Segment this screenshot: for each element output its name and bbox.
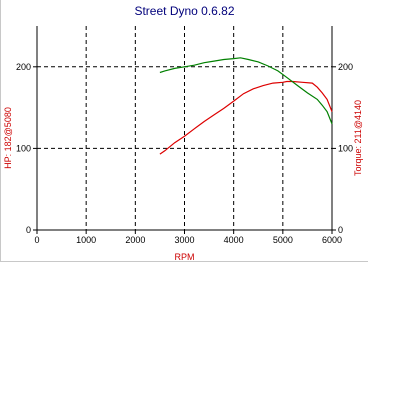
dyno-window: Street Dyno 0.6.82 0 1000 2000 3000 4000 5000… [0,0,368,262]
chart-title: Street Dyno 0.6.82 [134,4,235,18]
x-tick-label: 2000 [125,235,145,245]
y-right-tick-label: 100 [338,143,353,153]
series-lines [159,57,333,155]
torque-axis-label: Torque: 211@4140 [353,100,363,176]
dyno-chart: 0 1000 2000 3000 4000 5000 600001002000100200 … [3,26,363,261]
y-right-tick-label: 200 [338,62,353,72]
x-tick-label: 0 [34,235,39,245]
x-axis-label: RPM [175,252,195,261]
grid-lines [37,26,332,230]
x-tick-label: 6000 [322,235,342,245]
hp-line [159,80,333,155]
torque-line [159,57,333,125]
y-left-tick-label: 100 [16,143,31,153]
y-left-tick-label: 0 [26,225,31,235]
x-tick-label: 3000 [174,235,194,245]
y-right-tick-label: 0 [338,225,343,235]
axes [33,26,336,234]
x-tick-label: 1000 [76,235,96,245]
x-tick-label: 4000 [224,235,244,245]
hp-axis-label: HP: 182@5080 [3,107,13,169]
x-tick-label: 5000 [273,235,293,245]
y-left-tick-label: 200 [16,62,31,72]
